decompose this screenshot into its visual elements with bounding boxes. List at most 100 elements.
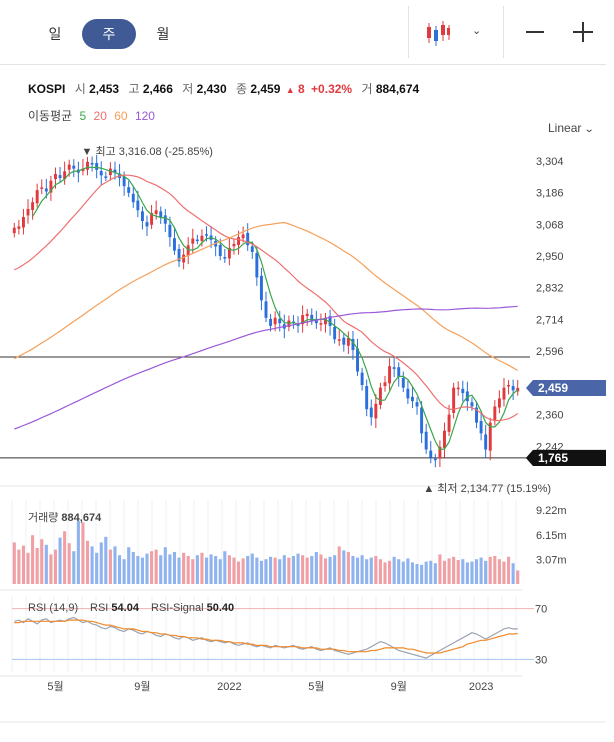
candle-body — [232, 243, 236, 247]
volume-bar — [172, 552, 177, 584]
volume-bar — [493, 556, 497, 584]
candle-body — [35, 190, 39, 204]
candle-body — [415, 402, 419, 407]
candle-body — [227, 247, 231, 259]
moving-average-legend: 이동평균 5 20 60 120 — [28, 107, 155, 124]
volume-bar — [90, 546, 94, 584]
candlestick-icon[interactable] — [425, 20, 451, 46]
volume-bar — [465, 562, 469, 584]
toolbar-divider — [408, 6, 409, 58]
candle-body — [99, 171, 103, 176]
candle-body — [131, 193, 135, 203]
price-tick-label: 2,832 — [536, 283, 564, 295]
low-annotation: ▲ 최저 2,134.77 (15.19%) — [423, 482, 551, 495]
candle-body — [95, 162, 99, 170]
scale-mode-dropdown[interactable]: Linear ⌄ — [548, 121, 596, 135]
volume-bar — [305, 557, 309, 584]
candle-body — [296, 324, 300, 326]
candle-body — [218, 244, 222, 256]
plus-icon[interactable] — [573, 22, 593, 42]
volume-bar — [401, 561, 405, 584]
volume-bar — [204, 557, 209, 584]
candle-body — [461, 388, 465, 394]
volume-bar — [438, 554, 442, 584]
candle-body — [173, 238, 176, 251]
ma20-line — [14, 174, 519, 422]
candle-body — [108, 168, 112, 176]
volume-bar — [182, 552, 186, 584]
candle-body — [410, 396, 414, 402]
minus-icon[interactable] — [526, 31, 544, 33]
candle-body — [113, 169, 117, 173]
volume-bar — [470, 561, 474, 584]
candle-body — [81, 168, 85, 172]
x-tick-label: 2023 — [469, 681, 493, 693]
volume-bar — [319, 554, 323, 584]
rsi-title: RSI (14,9) — [28, 602, 78, 614]
candle-body — [397, 367, 401, 377]
volume-bar — [328, 556, 332, 584]
candle-body — [72, 165, 76, 169]
volume-bar — [40, 539, 44, 584]
candle-body — [21, 216, 25, 228]
x-tick-label: 2022 — [217, 681, 241, 693]
tab-daily[interactable]: 일 — [48, 26, 62, 42]
volume-bar — [236, 561, 241, 584]
candle-body — [122, 176, 126, 187]
candle-body — [104, 176, 108, 178]
volume-bar — [479, 557, 483, 584]
x-tick-label: 9월 — [134, 680, 150, 693]
volume-bar — [502, 561, 506, 584]
candle-body — [278, 318, 282, 324]
candle-body — [205, 234, 208, 236]
volume-bar — [108, 549, 112, 584]
ma120-line — [14, 305, 518, 430]
candle-body — [145, 222, 149, 227]
offscreen-price-tag-text: 1,765 — [538, 451, 568, 465]
change-arrow: ▲ — [285, 85, 295, 95]
candle-body — [273, 317, 277, 325]
candle-body — [246, 232, 250, 246]
volume-bar — [374, 556, 378, 584]
volume-bar — [516, 570, 520, 584]
volume-bar — [227, 555, 231, 584]
current-price-tag-shape — [526, 379, 606, 396]
volume-bar — [85, 540, 90, 584]
ma-label: 이동평균 — [28, 109, 73, 123]
volume-bar — [63, 531, 67, 584]
volume-bar — [200, 552, 204, 584]
volume-bar — [136, 556, 140, 584]
volume-bar — [301, 555, 305, 584]
candle-body — [374, 403, 378, 419]
change-value: 8 — [298, 82, 305, 96]
high-annotation: ▼ 최고 3,316.08 (-25.85%) — [82, 145, 213, 158]
volume-bar — [67, 543, 71, 584]
tab-monthly[interactable]: 월 — [156, 26, 170, 42]
volume-bar — [333, 555, 337, 584]
volume-bar — [406, 558, 410, 584]
candle-body — [319, 323, 323, 325]
open-value: 2,453 — [89, 82, 120, 96]
volume-value: 884,674 — [375, 82, 420, 96]
tab-weekly[interactable]: 주 — [82, 19, 136, 49]
candle-body — [67, 164, 71, 170]
chevron-down-icon[interactable]: ⌄ — [472, 25, 482, 37]
candle-body — [406, 388, 410, 399]
volume-bar — [369, 557, 373, 584]
volume-bar — [264, 559, 268, 584]
chevron-down-icon: ⌄ — [584, 124, 596, 135]
volume-bar — [17, 549, 21, 584]
volume-bar — [113, 546, 117, 584]
candle-body — [250, 246, 254, 252]
candle-body — [479, 421, 483, 434]
candle-body — [429, 450, 433, 458]
candle-body — [333, 326, 337, 340]
volume-bar — [209, 554, 213, 584]
close-value: 2,459 — [250, 82, 281, 96]
volume-bar — [259, 560, 263, 584]
volume-bar — [383, 562, 387, 584]
candle-body — [475, 407, 478, 423]
volume-bar — [442, 560, 447, 584]
candle-body — [337, 339, 341, 341]
